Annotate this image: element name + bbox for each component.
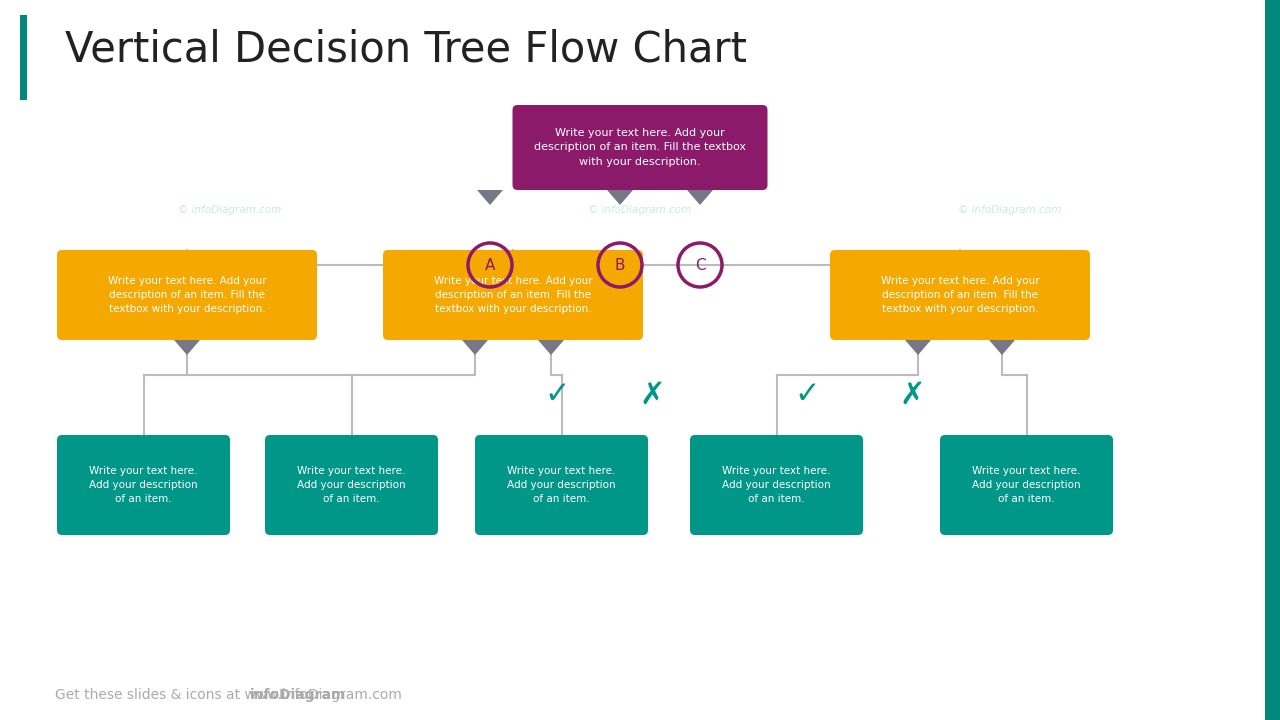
Text: Write your text here.
Add your description
of an item.: Write your text here. Add your descripti… xyxy=(297,466,406,504)
FancyBboxPatch shape xyxy=(265,435,438,535)
Text: ✗: ✗ xyxy=(900,380,924,410)
Text: Get these slides & icons at www.infoDiagram.com: Get these slides & icons at www.infoDiag… xyxy=(55,688,402,702)
Text: Write your text here. Add your
description of an item. Fill the textbox
with you: Write your text here. Add your descripti… xyxy=(534,128,746,167)
Text: ✓: ✓ xyxy=(544,380,570,410)
Text: C: C xyxy=(695,258,705,272)
Text: Vertical Decision Tree Flow Chart: Vertical Decision Tree Flow Chart xyxy=(65,29,748,71)
Text: Write your text here.
Add your description
of an item.: Write your text here. Add your descripti… xyxy=(973,466,1080,504)
Text: Write your text here.
Add your description
of an item.: Write your text here. Add your descripti… xyxy=(90,466,198,504)
Polygon shape xyxy=(989,340,1015,355)
Text: ✓: ✓ xyxy=(795,380,819,410)
Polygon shape xyxy=(538,340,564,355)
Polygon shape xyxy=(687,190,713,205)
Polygon shape xyxy=(174,340,200,355)
FancyBboxPatch shape xyxy=(58,435,230,535)
Text: Write your text here. Add your
description of an item. Fill the
textbox with you: Write your text here. Add your descripti… xyxy=(434,276,593,314)
Text: © infoDiagram.com: © infoDiagram.com xyxy=(959,205,1061,215)
Text: Write your text here. Add your
description of an item. Fill the
textbox with you: Write your text here. Add your descripti… xyxy=(108,276,266,314)
Bar xyxy=(1265,0,1280,720)
Text: © infoDiagram.com: © infoDiagram.com xyxy=(178,205,282,215)
FancyBboxPatch shape xyxy=(58,250,317,340)
Text: Write your text here.
Add your description
of an item.: Write your text here. Add your descripti… xyxy=(507,466,616,504)
Text: A: A xyxy=(485,258,495,272)
FancyBboxPatch shape xyxy=(829,250,1091,340)
Text: ✗: ✗ xyxy=(639,380,664,410)
FancyBboxPatch shape xyxy=(690,435,863,535)
Polygon shape xyxy=(477,190,503,205)
Text: Write your text here. Add your
description of an item. Fill the
textbox with you: Write your text here. Add your descripti… xyxy=(881,276,1039,314)
FancyBboxPatch shape xyxy=(512,105,768,190)
Text: © infoDiagram.com: © infoDiagram.com xyxy=(589,205,691,215)
Polygon shape xyxy=(607,190,634,205)
Text: B: B xyxy=(614,258,625,272)
FancyBboxPatch shape xyxy=(940,435,1114,535)
Text: infoDiagram: infoDiagram xyxy=(250,688,347,702)
Bar xyxy=(20,15,27,100)
FancyBboxPatch shape xyxy=(475,435,648,535)
Polygon shape xyxy=(462,340,488,355)
FancyBboxPatch shape xyxy=(383,250,643,340)
Polygon shape xyxy=(905,340,931,355)
Text: Write your text here.
Add your description
of an item.: Write your text here. Add your descripti… xyxy=(722,466,831,504)
